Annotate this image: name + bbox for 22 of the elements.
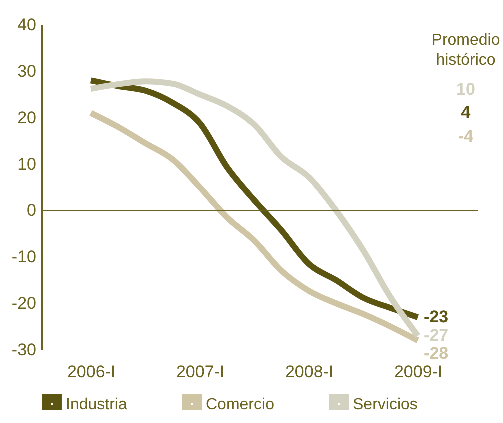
data-label: -28 (424, 344, 449, 364)
legend-label: Servicios (353, 396, 418, 414)
text: -4 (458, 127, 474, 146)
y-tick-label: -10 (12, 248, 36, 267)
y-tick-label: 40 (18, 16, 36, 34)
y-tick-label: 10 (18, 154, 36, 174)
legend-label: Comercio (206, 396, 275, 414)
x-tick-label: 2008-I (285, 362, 334, 382)
data-label: -23 (424, 308, 449, 326)
y-tick-label: 20 (18, 108, 36, 128)
y-tick-label: -20 (12, 294, 36, 314)
legend-label: Industria (66, 396, 128, 414)
annotation: Promedio histórico (432, 32, 500, 69)
x-tick-label: 2009-I (394, 362, 443, 382)
y-tick-label: 30 (18, 62, 36, 81)
x-tick-label: 2006-I (67, 362, 116, 382)
x-tick-label: 2007-I (176, 362, 225, 382)
y-tick-label: -30 (12, 340, 36, 360)
y-tick-label: 0 (27, 201, 36, 220)
data-label: -27 (424, 326, 449, 346)
text: 4 (461, 103, 472, 122)
text: 10 (456, 80, 476, 99)
